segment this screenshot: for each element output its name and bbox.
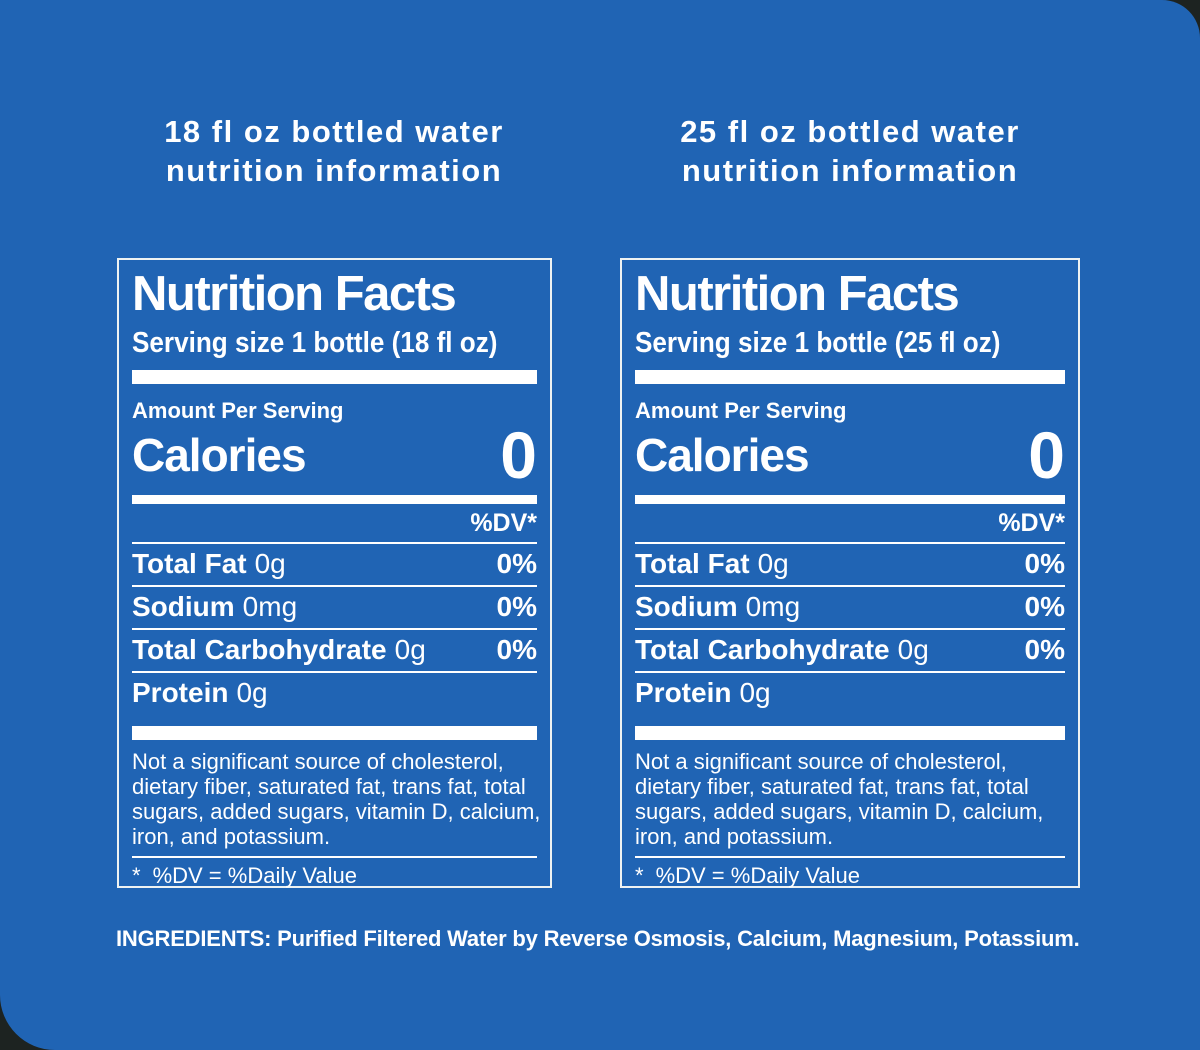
nutrient-name-amount: Sodium 0mg xyxy=(635,590,801,622)
footnote-line: Not a significant source of cholesterol, xyxy=(132,748,504,774)
size-header-line2: nutrition information xyxy=(165,153,503,188)
footnote-line: dietary fiber, saturated fat, trans fat,… xyxy=(132,773,526,799)
daily-value-footnote: * %DV = %Daily Value xyxy=(132,862,537,888)
nutrient-row-sodium: Sodium 0mg 0% xyxy=(132,587,537,630)
serving-size: Serving size 1 bottle (25 fl oz) xyxy=(635,326,1001,359)
calories-value: 0 xyxy=(1028,417,1065,492)
not-significant-source-note: Not a significant source of cholesterol,… xyxy=(132,748,541,849)
calories-value: 0 xyxy=(500,417,537,492)
nutrient-row-total-fat: Total Fat 0g 0% xyxy=(132,544,537,587)
nutrient-row-protein: Protein 0g xyxy=(635,673,1065,714)
size-header-25oz: 25 fl oz bottled water nutrition informa… xyxy=(590,112,1110,190)
not-significant-source-note: Not a significant source of cholesterol,… xyxy=(635,749,1065,849)
daily-value-footnote: * %DV = %Daily Value xyxy=(635,862,1065,888)
serving-size: Serving size 1 bottle (18 fl oz) xyxy=(132,326,498,359)
amount-per-serving-label: Amount Per Serving xyxy=(635,397,847,423)
nutrient-dv: 0% xyxy=(1024,633,1065,665)
ingredients-line: INGREDIENTS: Purified Filtered Water by … xyxy=(116,926,1080,951)
size-header-line1: 18 fl oz bottled water xyxy=(164,114,504,149)
daily-value-header: %DV* xyxy=(635,504,1065,544)
asterisk: * xyxy=(635,862,644,888)
divider-medium xyxy=(132,494,537,504)
nutrient-name-amount: Protein 0g xyxy=(635,676,771,708)
nutrient-row-sodium: Sodium 0mg 0% xyxy=(635,587,1065,630)
nutrient-dv: 0% xyxy=(1024,547,1065,579)
nutrient-name-amount: Total Carbohydrate 0g xyxy=(132,633,426,665)
divider-thin xyxy=(132,855,537,858)
footnote-line: sugars, added sugars, vitamin D, calcium… xyxy=(635,798,1044,824)
nutrient-dv: 0% xyxy=(496,547,537,579)
footnote-line: sugars, added sugars, vitamin D, calcium… xyxy=(132,798,541,824)
nutrient-row-total-fat: Total Fat 0g 0% xyxy=(635,544,1065,587)
divider-thin xyxy=(635,855,1065,858)
nutrition-facts-title: Nutrition Facts xyxy=(132,267,457,321)
daily-value-footnote-text: %DV = %Daily Value xyxy=(655,862,860,888)
calories-label: Calories xyxy=(635,429,810,482)
nutrient-dv: 0% xyxy=(496,590,537,622)
divider-thick xyxy=(635,369,1065,384)
divider-thick xyxy=(132,725,537,740)
nutrition-facts-title: Nutrition Facts xyxy=(635,267,960,321)
size-header-line2: nutrition information xyxy=(681,153,1019,188)
nutrient-name-amount: Sodium 0mg xyxy=(132,590,298,622)
daily-value-footnote-text: %DV = %Daily Value xyxy=(152,862,357,888)
nutrient-name-amount: Total Fat 0g xyxy=(635,547,789,579)
nutrient-dv: 0% xyxy=(496,633,537,665)
nutrient-row-protein: Protein 0g xyxy=(132,673,537,714)
calories-row: Calories 0 xyxy=(635,417,1065,492)
nutrient-dv: 0% xyxy=(1024,590,1065,622)
nutrient-row-total-carbohydrate: Total Carbohydrate 0g 0% xyxy=(635,630,1065,673)
size-header-18oz: 18 fl oz bottled water nutrition informa… xyxy=(74,112,594,190)
footnote-line: Not a significant source of cholesterol, xyxy=(635,748,1007,774)
footnote-line: iron, and potassium. xyxy=(132,823,331,849)
nutrient-name-amount: Protein 0g xyxy=(132,676,268,708)
calories-label: Calories xyxy=(132,429,307,482)
asterisk: * xyxy=(132,862,141,888)
nutrient-name-amount: Total Fat 0g xyxy=(132,547,286,579)
divider-thick xyxy=(635,725,1065,740)
size-header-line1: 25 fl oz bottled water xyxy=(680,114,1020,149)
divider-medium xyxy=(635,494,1065,504)
nutrition-panel-25oz: Nutrition Facts Serving size 1 bottle (2… xyxy=(620,258,1080,888)
nutrient-name-amount: Total Carbohydrate 0g xyxy=(635,633,929,665)
calories-row: Calories 0 xyxy=(132,417,537,492)
footnote-line: iron, and potassium. xyxy=(635,823,834,849)
footnote-line: dietary fiber, saturated fat, trans fat,… xyxy=(635,773,1029,799)
nutrition-panel-18oz: Nutrition Facts Serving size 1 bottle (1… xyxy=(117,258,552,888)
amount-per-serving-label: Amount Per Serving xyxy=(132,397,344,423)
divider-thick xyxy=(132,369,537,384)
nutrient-row-total-carbohydrate: Total Carbohydrate 0g 0% xyxy=(132,630,537,673)
daily-value-header: %DV* xyxy=(132,504,537,544)
